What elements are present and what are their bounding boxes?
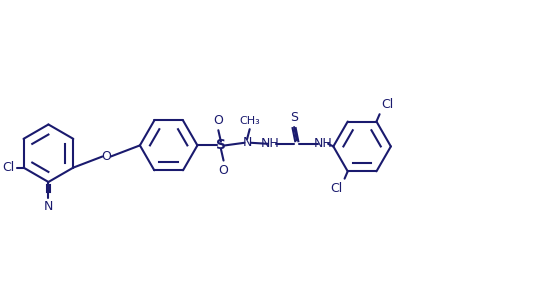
Text: N: N — [242, 136, 252, 149]
Text: S: S — [216, 139, 226, 152]
Text: O: O — [213, 114, 224, 127]
Text: Cl: Cl — [2, 161, 14, 174]
Text: NH: NH — [314, 137, 332, 150]
Text: S: S — [290, 111, 298, 124]
Text: Cl: Cl — [330, 182, 343, 195]
Text: NH: NH — [261, 137, 280, 150]
Text: CH₃: CH₃ — [239, 116, 260, 126]
Text: O: O — [102, 150, 111, 163]
Text: N: N — [44, 200, 53, 213]
Text: Cl: Cl — [382, 98, 394, 111]
Text: O: O — [219, 164, 228, 177]
